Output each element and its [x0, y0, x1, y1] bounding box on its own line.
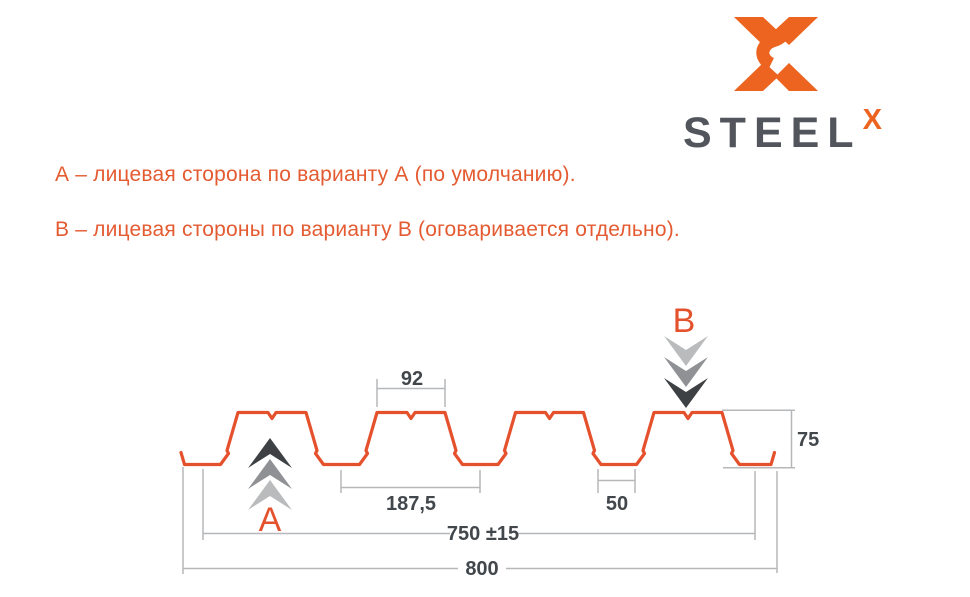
- face-b-label: B: [673, 302, 696, 340]
- face-a-label: A: [259, 501, 282, 539]
- logo-s-knot: [756, 29, 789, 70]
- logo-superscript-x: X: [862, 104, 882, 136]
- dim-rib-pitch: 187,5: [340, 470, 481, 515]
- steelx-logo: STEELX: [670, 10, 950, 157]
- logo-arm-bottom-right: [775, 63, 818, 91]
- profile-outline: [179, 410, 777, 467]
- chevron-down-icon: [664, 378, 708, 408]
- chevron-down-icon: [664, 357, 708, 387]
- dim-valley-width-label: 50: [606, 493, 628, 515]
- logo-wordmark: STEELX: [683, 103, 882, 160]
- dim-overall-width: 800: [182, 467, 778, 580]
- chevron-up-icon: [248, 438, 292, 468]
- face-b-arrows: [664, 336, 708, 408]
- dim-profile-height: 75: [722, 409, 819, 469]
- face-a-arrows: [248, 438, 292, 510]
- logo-wordmark-text: STEEL: [683, 109, 862, 157]
- dim-valley-width: 50: [597, 469, 636, 515]
- note-variant-a: А – лицевая сторона по варианту А (по ум…: [55, 163, 576, 186]
- chevron-up-icon: [248, 459, 292, 489]
- dim-working-width-label: 750 ±15: [447, 523, 519, 545]
- chevron-down-icon: [664, 336, 708, 366]
- dim-crest-top-width-label: 92: [401, 368, 423, 390]
- note-variant-b: В – лицевая стороны по варианту В (огова…: [55, 218, 680, 241]
- dim-rib-pitch-label: 187,5: [386, 493, 436, 515]
- dim-working-width: 750 ±15: [202, 469, 756, 545]
- chevron-up-icon: [248, 480, 292, 510]
- dim-overall-width-label: 800: [465, 558, 498, 580]
- dim-crest-top-width: 92: [376, 368, 446, 407]
- steelx-x-icon: [734, 17, 818, 91]
- dim-profile-height-label: 75: [797, 429, 819, 451]
